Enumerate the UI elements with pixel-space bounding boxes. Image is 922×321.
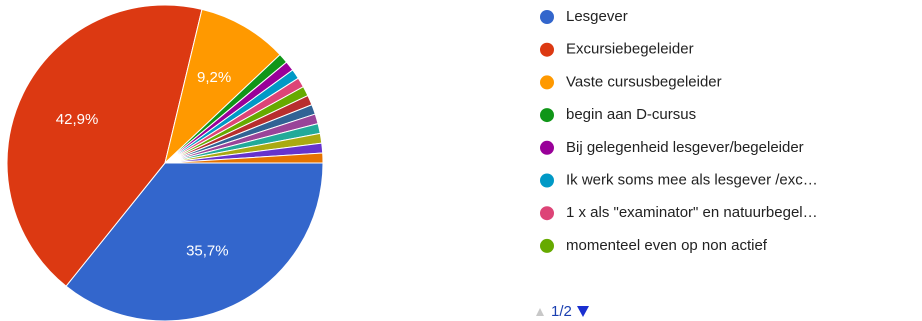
slice-label: 42,9% <box>56 111 99 128</box>
legend-marker <box>540 42 554 57</box>
legend-marker <box>540 206 554 221</box>
pie-slice <box>65 162 324 321</box>
legend-marker <box>540 238 554 253</box>
legend-label: Excursiebegeleider <box>566 41 694 58</box>
legend-marker <box>540 108 554 123</box>
legend-label: Vaste cursusbegeleider <box>566 73 722 90</box>
legend-page: 1/2 <box>551 303 572 320</box>
legend-label: Lesgever <box>566 8 628 25</box>
legend-marker <box>540 10 554 24</box>
prev-page[interactable] <box>536 308 544 316</box>
slice-label: 9,2% <box>197 69 231 86</box>
legend-label: Bij gelegenheid lesgever/begeleider <box>566 139 804 156</box>
legend-marker <box>540 75 554 90</box>
legend-label: begin aan D-cursus <box>566 106 696 123</box>
next-page[interactable] <box>577 306 589 317</box>
legend-label: Ik werk soms mee als lesgever /exc… <box>566 171 818 188</box>
pie-slice <box>6 4 203 287</box>
pie-slice <box>164 152 324 164</box>
slice-label: 35,7% <box>186 242 229 259</box>
pie-slice <box>164 8 281 165</box>
legend-marker <box>540 140 554 155</box>
legend-marker <box>540 173 554 188</box>
legend-label: 1 x als "examinator" en natuurbegel… <box>566 204 818 221</box>
legend-label: momenteel even op non actief <box>566 237 768 254</box>
